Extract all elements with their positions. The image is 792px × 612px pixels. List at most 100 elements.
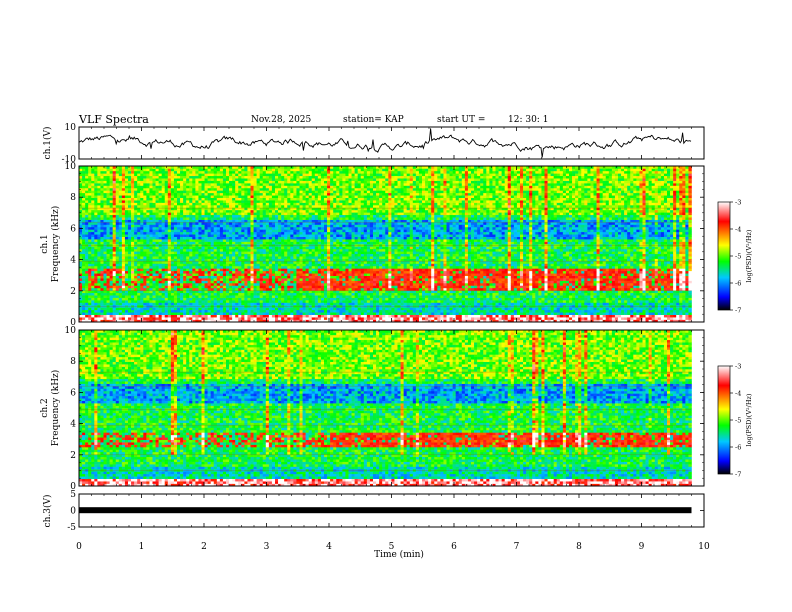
- spectrogram-cell: [134, 281, 137, 284]
- spectrogram-cell: [116, 171, 119, 174]
- spectrogram-cell: [82, 215, 85, 218]
- spectrogram-cell: [128, 232, 131, 235]
- spectrogram-cell: [100, 271, 103, 274]
- spectrogram-cell: [122, 205, 125, 208]
- spectrogram-cell: [122, 186, 125, 189]
- spectrogram-cell: [97, 303, 100, 306]
- spectrogram-cell: [88, 178, 91, 181]
- spectrogram-cell: [140, 237, 143, 240]
- spectrogram-cell: [134, 283, 137, 286]
- spectrogram-cell: [116, 310, 119, 313]
- spectrogram-cell: [100, 229, 103, 232]
- spectrogram-cell: [113, 195, 116, 198]
- spectrogram-cell: [94, 217, 97, 220]
- start-time-label: start UT =: [437, 115, 485, 125]
- spectrogram-cell: [125, 181, 128, 184]
- spectrogram-cell: [104, 193, 107, 196]
- spectrogram-cell: [79, 307, 82, 310]
- spectrogram-cell: [113, 207, 116, 210]
- spectrogram-cell: [91, 195, 94, 198]
- spectrogram-cell: [134, 315, 137, 318]
- spectrogram-cell: [91, 210, 94, 213]
- spectrogram-cell: [122, 273, 125, 276]
- spectrogram-cell: [131, 227, 134, 230]
- spectrogram-cell: [88, 307, 91, 310]
- spectrogram-cell: [125, 225, 128, 228]
- spectrogram-cell: [116, 298, 119, 301]
- spectrogram-cell: [128, 295, 131, 298]
- spectrogram-cell: [113, 193, 116, 196]
- spectrogram-cell: [128, 168, 131, 171]
- spectrogram-cell: [110, 251, 113, 254]
- spectrogram-cell: [122, 268, 125, 271]
- spectrogram-cell: [79, 317, 82, 320]
- spectrogram-cell: [104, 256, 107, 259]
- spectrogram-cell: [110, 300, 113, 303]
- spectrogram-cell: [107, 178, 110, 181]
- spectrogram-cell: [122, 229, 125, 232]
- spectrogram-cell: [107, 200, 110, 203]
- spectrogram-cell: [134, 271, 137, 274]
- spectrogram-cell: [119, 273, 122, 276]
- spectrogram-cell: [104, 317, 107, 320]
- spectrogram-cell: [85, 300, 88, 303]
- spectrogram-cell: [125, 171, 128, 174]
- spectrogram-cell: [137, 198, 140, 201]
- spectrogram-cell: [125, 186, 128, 189]
- spectrogram-cell: [122, 315, 125, 318]
- spectrogram-cell: [116, 317, 119, 320]
- spectrogram-cell: [122, 266, 125, 269]
- spectrogram-cell: [85, 207, 88, 210]
- spectrogram-cell: [119, 237, 122, 240]
- spectrogram-cell: [140, 222, 143, 225]
- spectrogram-cell: [85, 176, 88, 179]
- spectrogram-cell: [94, 168, 97, 171]
- spectrogram-cell: [125, 173, 128, 176]
- spectrogram-cell: [91, 183, 94, 186]
- spectrogram-cell: [100, 198, 103, 201]
- spectrogram-cell: [91, 317, 94, 320]
- spectrogram-cell: [88, 225, 91, 228]
- spectrogram-cell: [131, 232, 134, 235]
- spectrogram-cell: [113, 310, 116, 313]
- spectrogram-cell: [119, 190, 122, 193]
- spectrogram-cell: [107, 183, 110, 186]
- spectrogram-cell: [85, 288, 88, 291]
- spectrogram-cell: [113, 239, 116, 242]
- spectrogram-cell: [88, 234, 91, 237]
- spectrogram-cell: [140, 278, 143, 281]
- spectrogram-cell: [110, 186, 113, 189]
- spectrogram-cell: [79, 273, 82, 276]
- spectrogram-cell: [134, 195, 137, 198]
- spectrogram-cell: [79, 193, 82, 196]
- spectrogram-cell: [100, 315, 103, 318]
- spectrogram-cell: [131, 188, 134, 191]
- spectrogram-cell: [137, 249, 140, 252]
- spectrogram-cell: [82, 276, 85, 279]
- spectrogram-cell: [140, 232, 143, 235]
- spectrogram-cell: [110, 307, 113, 310]
- spectrogram-cell: [110, 234, 113, 237]
- spectrogram-cell: [82, 271, 85, 274]
- spectrogram-cell: [79, 232, 82, 235]
- spectrogram-cell: [137, 251, 140, 254]
- spectrogram-cell: [94, 288, 97, 291]
- spectrogram-cell: [122, 246, 125, 249]
- spectrogram-cell: [137, 171, 140, 174]
- spectrogram-cell: [131, 288, 134, 291]
- spectrogram-cell: [88, 229, 91, 232]
- spectrogram-cell: [110, 295, 113, 298]
- spectrogram-cell: [119, 254, 122, 257]
- spectrogram-cell: [79, 261, 82, 264]
- spectrogram-cell: [140, 261, 143, 264]
- spectrogram-cell: [119, 171, 122, 174]
- spectrogram-cell: [79, 310, 82, 313]
- spectrogram-cell: [100, 217, 103, 220]
- spectrogram-cell: [104, 173, 107, 176]
- spectrogram-cell: [125, 295, 128, 298]
- spectrogram-cell: [104, 249, 107, 252]
- spectrogram-cell: [94, 195, 97, 198]
- spectrogram-cell: [140, 271, 143, 274]
- spectrogram-cell: [97, 266, 100, 269]
- spectrogram-cell: [113, 273, 116, 276]
